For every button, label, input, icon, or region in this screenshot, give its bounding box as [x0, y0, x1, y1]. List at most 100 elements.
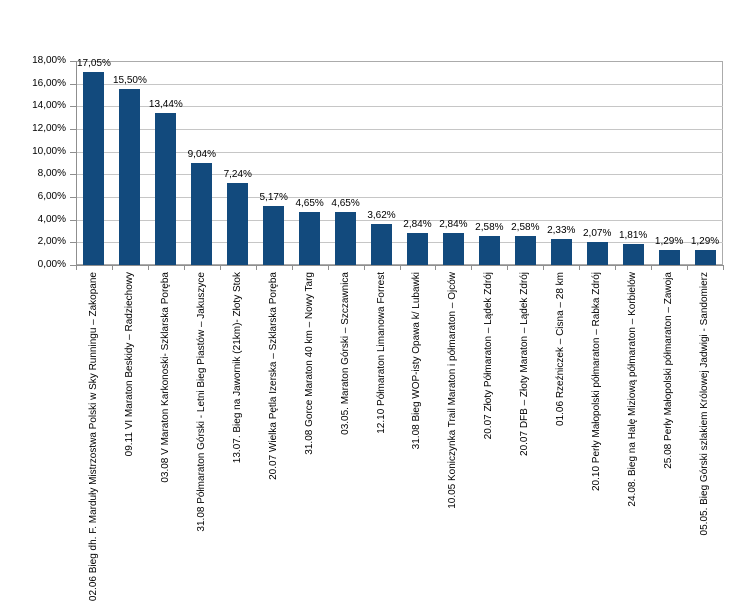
y-tick-label: 12,00%	[32, 123, 66, 134]
x-tick-label: 03.05. Maraton Górski – Szczawnica	[339, 272, 351, 435]
bar-value-label: 2,07%	[583, 227, 612, 239]
y-tick	[70, 61, 76, 62]
bar-value-label: 3,62%	[367, 209, 396, 221]
x-tick	[399, 265, 401, 270]
bar-value-label: 17,05%	[77, 57, 111, 69]
y-tick	[70, 242, 76, 244]
bar	[406, 232, 428, 265]
bar-value-label: 2,58%	[511, 221, 540, 233]
gridline	[76, 219, 723, 221]
x-tick-label: 25.08 Perły Małopolski półmaraton – Zawo…	[663, 272, 675, 469]
plot-area	[76, 61, 723, 265]
y-tick-label: 14,00%	[32, 100, 66, 112]
bar	[299, 212, 321, 265]
x-tick	[615, 265, 617, 270]
bar	[586, 241, 608, 265]
y-tick	[70, 219, 76, 221]
x-tick	[435, 265, 437, 270]
x-tick-label: 01.06 Rzeźniczek – Cisna – 28 km	[555, 272, 567, 426]
x-tick-label: 13.07. Bieg na Jawornik (21km)- Złoty St…	[231, 272, 243, 464]
y-tick	[70, 129, 76, 130]
bar	[442, 232, 464, 265]
y-tick-label: 2,00%	[37, 236, 66, 248]
bar	[263, 206, 285, 265]
bar-value-label: 4,65%	[331, 198, 360, 210]
x-tick	[111, 265, 113, 270]
bar-value-label: 9,04%	[187, 148, 216, 160]
y-tick-label: 8,00%	[37, 168, 66, 180]
bar-value-label: 2,33%	[547, 224, 576, 236]
x-tick	[579, 265, 581, 270]
x-tick-label: 02.06 Bieg dh. F. Marduły Mistrzostwa Po…	[87, 272, 99, 602]
y-tick	[70, 197, 76, 198]
gridline	[76, 106, 723, 108]
bar-value-label: 13,44%	[148, 98, 183, 110]
bar	[478, 235, 500, 265]
x-tick	[255, 265, 257, 270]
bar-value-label: 7,24%	[223, 168, 252, 180]
y-tick-label: 4,00%	[37, 213, 66, 225]
x-tick-label: 09.11 VI Maraton Beskidy – Radziechowy	[123, 272, 135, 457]
bar	[550, 238, 572, 265]
x-tick-label: 24.08. Bieg na Halę Miziową półmaraton –…	[627, 272, 639, 507]
gridline	[76, 197, 723, 198]
x-tick-label: 31.08 Półmaraton Górski - Letni Bieg Pia…	[195, 272, 207, 532]
x-tick	[507, 265, 509, 270]
bar-value-label: 2,84%	[439, 218, 468, 230]
bar-value-label: 1,29%	[690, 236, 720, 248]
bar	[622, 244, 644, 265]
y-tick	[70, 83, 76, 85]
x-tick-label: 20.07 Złoty Półmaraton – Lądek Zdrój	[483, 272, 495, 440]
bar	[227, 182, 249, 265]
gridline	[76, 242, 723, 244]
x-tick	[363, 265, 365, 270]
bar	[371, 223, 393, 265]
x-tick	[147, 265, 149, 270]
bar-value-label: 15,50%	[112, 75, 147, 87]
bar-value-label: 2,84%	[403, 218, 432, 230]
gridline	[76, 83, 723, 85]
x-tick	[291, 265, 293, 270]
y-tick	[70, 174, 76, 176]
x-tick-label: 05.05. Bieg Górski szlakiem Królowej Jad…	[699, 272, 711, 536]
x-tick	[723, 265, 724, 270]
bar	[694, 250, 716, 265]
bar-value-label: 1,81%	[618, 230, 648, 242]
x-tick	[543, 265, 545, 270]
bar	[191, 162, 213, 265]
x-tick	[219, 265, 221, 270]
bar	[119, 89, 141, 265]
y-tick-label: 0,00%	[37, 259, 66, 270]
bar	[514, 235, 536, 265]
y-tick	[70, 151, 76, 153]
bar-value-label: 4,65%	[295, 198, 324, 210]
x-tick-label: 20.07 Wielka Pętla Izerska – Szklarska P…	[267, 272, 279, 480]
bar	[335, 212, 357, 265]
bar	[83, 71, 105, 265]
x-tick-label: 31.08 Bieg WOP-isty Opawa k/ Lubawki	[411, 272, 423, 450]
bar-value-label: 5,17%	[259, 192, 288, 204]
bar	[155, 112, 177, 265]
x-tick	[471, 265, 473, 270]
x-tick-label: 10.05 Koniczynka Trail Maraton i półmara…	[447, 272, 459, 509]
x-tick	[687, 265, 689, 270]
x-tick-label: 20.07 DFB – Złoty Maraton – Lądek Zdrój	[519, 272, 531, 456]
x-tick-label: 20.10 Perły Małopolski półmaraton – Rabk…	[591, 272, 603, 491]
x-tick-label: 12.10 Półmaraton Limanowa Forrest	[375, 272, 387, 434]
bar-value-label: 1,29%	[654, 236, 684, 248]
x-tick	[183, 265, 185, 270]
x-tick	[327, 265, 329, 270]
y-tick-label: 16,00%	[32, 77, 66, 89]
x-tick-label: 03.08 V Maraton Karkonoski- Szklarska Po…	[159, 272, 171, 483]
x-tick	[651, 265, 653, 270]
y-tick-label: 10,00%	[32, 145, 66, 157]
y-tick-label: 6,00%	[37, 191, 66, 202]
y-tick	[70, 106, 76, 108]
gridline	[76, 151, 723, 153]
bar-value-label: 2,58%	[475, 221, 504, 233]
y-tick	[70, 265, 76, 266]
y-tick-label: 18,00%	[32, 55, 66, 66]
bar	[658, 250, 680, 265]
